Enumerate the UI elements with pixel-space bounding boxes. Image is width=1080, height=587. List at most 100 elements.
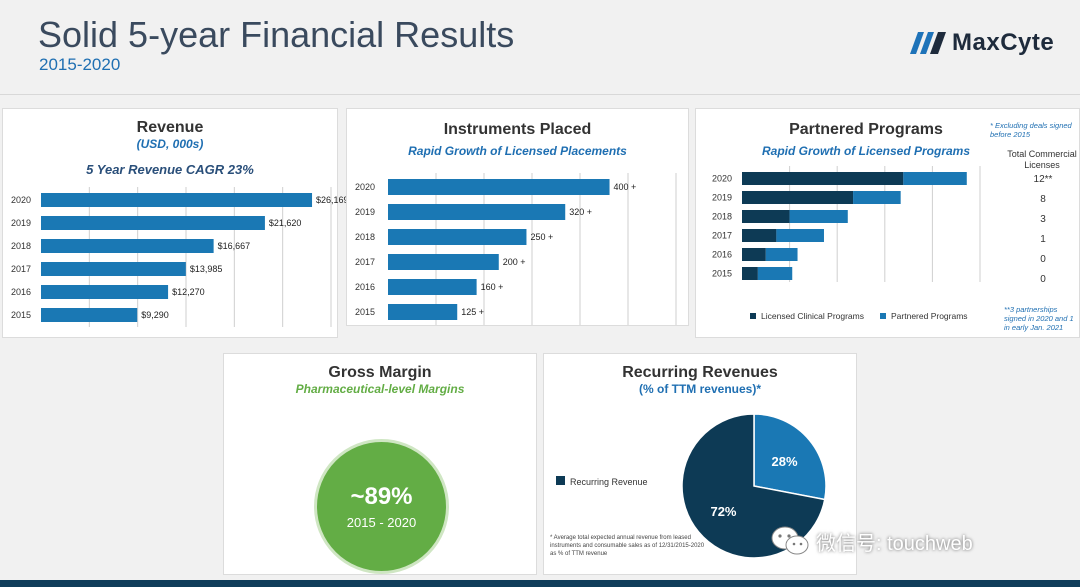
legend-swatch bbox=[556, 476, 565, 485]
data-label: 250 + bbox=[530, 232, 553, 242]
instruments-title: Instruments Placed bbox=[443, 121, 592, 138]
tick-label: 2016 bbox=[712, 250, 732, 260]
tick-label: 2017 bbox=[355, 257, 375, 267]
partnered-subtitle: Rapid Growth of Licensed Programs bbox=[761, 144, 971, 158]
data-label: $12,270 bbox=[172, 287, 205, 297]
tick-label: 2019 bbox=[11, 218, 31, 228]
bar bbox=[41, 239, 214, 253]
bar-segment bbox=[776, 229, 824, 242]
bar-segment bbox=[903, 172, 967, 185]
tick-label: 2020 bbox=[11, 195, 31, 205]
logo-text: MaxCyte bbox=[952, 29, 1055, 56]
tick-label: 2015 bbox=[712, 269, 732, 279]
page-title: Solid 5-year Financial Results bbox=[38, 14, 515, 55]
wechat-icon bbox=[771, 526, 809, 555]
gross-margin-title: Gross Margin bbox=[328, 364, 432, 381]
tick-label: 2018 bbox=[712, 212, 732, 222]
pie-label: 28% bbox=[771, 454, 797, 469]
license-count: 12** bbox=[1034, 174, 1053, 185]
bar-segment bbox=[789, 210, 848, 223]
pie-label: 72% bbox=[710, 504, 736, 519]
watermark: 微信号: touchweb bbox=[770, 525, 973, 557]
legend-swatch bbox=[750, 313, 756, 319]
tick-label: 2017 bbox=[712, 231, 732, 241]
header-divider bbox=[0, 94, 1080, 95]
maxcyte-logo: MaxCyte bbox=[910, 28, 1054, 58]
gross-margin-circle: ~89% 2015 - 2020 bbox=[314, 439, 449, 574]
bar-segment bbox=[742, 191, 854, 204]
legend-label: Partnered Programs bbox=[891, 311, 968, 321]
legend-label: Licensed Clinical Programs bbox=[761, 311, 864, 321]
partnered-note-top: * Excluding deals signed before 2015 bbox=[990, 121, 1072, 139]
bar bbox=[41, 285, 169, 299]
revenue-cagr: 5 Year Revenue CAGR 23% bbox=[86, 162, 254, 177]
bar bbox=[388, 179, 610, 195]
legend-swatch bbox=[880, 313, 886, 319]
data-label: 160 + bbox=[481, 282, 504, 292]
tick-label: 2018 bbox=[11, 241, 31, 251]
data-label: $21,620 bbox=[269, 218, 302, 228]
tick-label: 2015 bbox=[355, 307, 375, 317]
legend-label: Recurring Revenue bbox=[570, 477, 648, 487]
page-subtitle: 2015-2020 bbox=[39, 55, 121, 74]
data-label: $16,667 bbox=[218, 241, 251, 251]
tick-label: 2020 bbox=[355, 182, 375, 192]
data-label: 320 + bbox=[569, 207, 592, 217]
revenue-panel: Revenue (USD, 000s) 5 Year Revenue CAGR … bbox=[2, 108, 349, 338]
bar bbox=[41, 216, 265, 230]
tick-label: 2015 bbox=[11, 310, 31, 320]
gross-margin-value: ~89% bbox=[350, 483, 413, 510]
logo-mark-icon bbox=[910, 32, 946, 54]
bar bbox=[41, 193, 313, 207]
gross-margin-panel: Gross Margin Pharmaceutical-level Margin… bbox=[223, 353, 537, 575]
gross-margin-period: 2015 - 2020 bbox=[346, 515, 417, 530]
data-label: $9,290 bbox=[141, 310, 169, 320]
bar-segment bbox=[742, 172, 904, 185]
recurring-footnote: * Average total expected annual revenue … bbox=[550, 535, 705, 557]
partnered-panel: Partnered Programs Rapid Growth of Licen… bbox=[695, 108, 1080, 338]
bottom-bar bbox=[0, 580, 1080, 587]
data-label: 125 + bbox=[461, 307, 484, 317]
data-label: $13,985 bbox=[190, 264, 223, 274]
data-label: 400 + bbox=[614, 182, 637, 192]
bar-segment bbox=[742, 248, 766, 261]
data-label: 200 + bbox=[503, 257, 526, 267]
recurring-title: Recurring Revenues bbox=[622, 364, 778, 381]
revenue-chart: 2020 $26,169 2019 $21,620 2018 $16,667 2017 $13… bbox=[11, 187, 349, 327]
tick-label: 2018 bbox=[355, 232, 375, 242]
instruments-chart: 2020 400 + 2019 320 + 2018 250 + 2017 200 + 2016… bbox=[355, 173, 677, 325]
instruments-panel: Instruments Placed Rapid Growth of Licen… bbox=[346, 108, 689, 326]
instruments-subtitle: Rapid Growth of Licensed Placements bbox=[408, 144, 627, 158]
pie-slice bbox=[753, 413, 827, 501]
bar bbox=[388, 304, 458, 320]
bar bbox=[388, 204, 566, 220]
bar bbox=[41, 308, 138, 322]
partnered-chart: 2020 2019 2018 2017 2016 2015 12** 8 3 1 0 0 License… bbox=[712, 166, 1053, 321]
revenue-units: (USD, 000s) bbox=[136, 137, 204, 151]
bar-segment bbox=[853, 191, 901, 204]
tick-label: 2020 bbox=[712, 174, 732, 184]
tick-label: 2016 bbox=[355, 282, 375, 292]
partnered-note-bottom: **3 partnerships signed in 2020 and 1 in… bbox=[1004, 305, 1074, 332]
license-count: 8 bbox=[1040, 194, 1046, 205]
licenses-header: Total Commercial Licenses bbox=[1007, 149, 1077, 170]
recurring-subtitle: (% of TTM revenues)* bbox=[638, 382, 761, 396]
revenue-title: Revenue bbox=[136, 119, 204, 136]
tick-label: 2016 bbox=[11, 287, 31, 297]
license-count: 1 bbox=[1040, 234, 1046, 245]
bar bbox=[41, 262, 186, 276]
bar bbox=[388, 279, 477, 295]
bar bbox=[388, 229, 527, 245]
license-count: 0 bbox=[1040, 254, 1046, 265]
bar-segment bbox=[757, 267, 793, 280]
bar-segment bbox=[742, 210, 790, 223]
gross-margin-subtitle: Pharmaceutical-level Margins bbox=[295, 382, 465, 396]
bar-segment bbox=[765, 248, 798, 261]
bar bbox=[388, 254, 499, 270]
license-count: 0 bbox=[1040, 274, 1046, 285]
bar-segment bbox=[742, 229, 777, 242]
watermark-text: 微信号: touchweb bbox=[816, 532, 973, 555]
tick-label: 2019 bbox=[355, 207, 375, 217]
tick-label: 2017 bbox=[11, 264, 31, 274]
recurring-chart: 28% 72% Recurring Revenue bbox=[556, 413, 827, 559]
